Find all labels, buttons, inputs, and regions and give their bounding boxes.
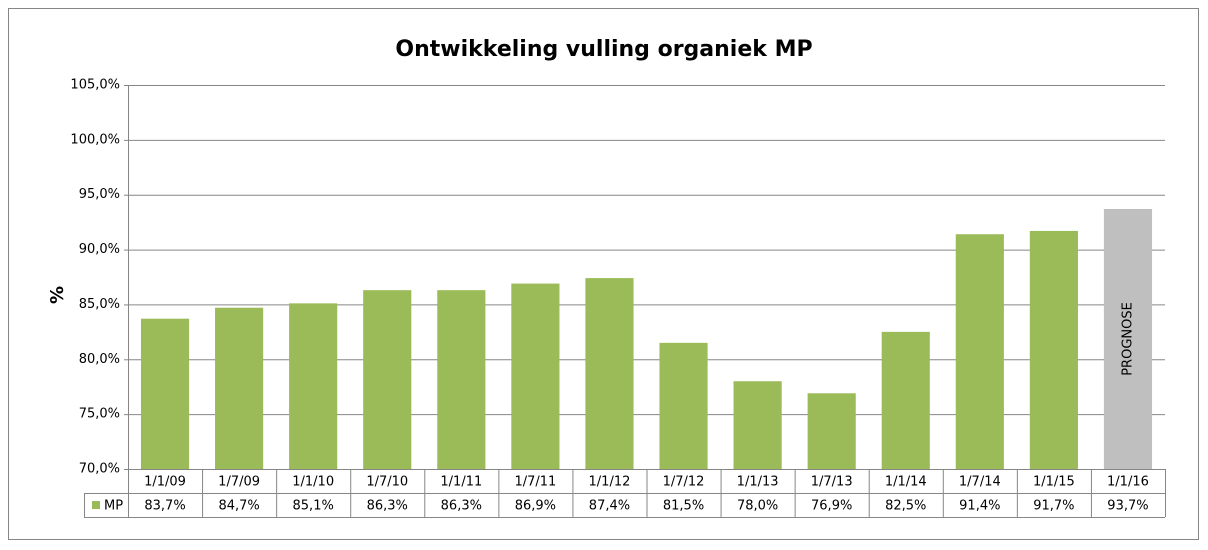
- x-tick-label: 1/7/13: [811, 475, 853, 490]
- bar: [511, 283, 560, 469]
- y-tick-label: 85,0%: [79, 297, 120, 312]
- y-axis-label: %: [47, 286, 68, 304]
- x-tick-label: 1/1/11: [440, 475, 482, 490]
- x-tick-label: 1/7/14: [959, 475, 1001, 490]
- bar: [1103, 208, 1153, 469]
- data-label: 85,1%: [293, 499, 334, 514]
- data-label: 87,4%: [589, 499, 630, 514]
- x-tick-label: 1/7/11: [514, 475, 556, 490]
- bar: [659, 342, 708, 469]
- bar: [289, 303, 338, 469]
- data-label: 82,5%: [885, 499, 926, 514]
- data-label: 86,3%: [441, 499, 482, 514]
- legend-key: [92, 501, 100, 509]
- x-tick-label: 1/1/10: [292, 475, 334, 490]
- x-tick-label: 1/1/12: [589, 475, 631, 490]
- data-label: 93,7%: [1107, 499, 1148, 514]
- data-label: 83,7%: [144, 499, 185, 514]
- y-tick-label: 70,0%: [79, 462, 120, 477]
- bar: [733, 381, 782, 469]
- y-tick-label: 90,0%: [79, 242, 120, 257]
- bar: [881, 331, 930, 469]
- y-tick-label: 95,0%: [79, 187, 120, 202]
- x-tick-label: 1/1/09: [144, 475, 186, 490]
- annotation: PROGNOSE: [1120, 302, 1135, 376]
- x-tick-label: 1/1/14: [885, 475, 927, 490]
- bar: [585, 278, 634, 469]
- bar: [807, 393, 856, 469]
- x-tick-label: 1/7/12: [663, 475, 705, 490]
- bar: [215, 307, 264, 469]
- data-label: 84,7%: [218, 499, 259, 514]
- data-label: 86,3%: [367, 499, 408, 514]
- y-tick-label: 105,0%: [70, 78, 120, 93]
- data-label: 91,4%: [959, 499, 1000, 514]
- x-tick-label: 1/7/10: [366, 475, 408, 490]
- y-tick-label: 80,0%: [79, 352, 120, 367]
- x-tick-label: 1/1/15: [1033, 475, 1075, 490]
- x-tick-label: 1/1/13: [737, 475, 779, 490]
- legend-label: MP: [104, 499, 123, 514]
- bar: [140, 318, 190, 469]
- bar: [437, 290, 486, 469]
- data-label: 81,5%: [663, 499, 704, 514]
- bar: [363, 290, 412, 469]
- x-tick-label: 1/7/09: [218, 475, 260, 490]
- data-label: 91,7%: [1033, 499, 1074, 514]
- data-label: 78,0%: [737, 499, 778, 514]
- data-label: 86,9%: [515, 499, 556, 514]
- bar: [955, 234, 1004, 469]
- x-tick-label: 1/1/16: [1107, 475, 1149, 490]
- y-tick-label: 100,0%: [70, 132, 120, 147]
- chart-title: Ontwikkeling vulling organiek MP: [395, 37, 812, 62]
- y-tick-label: 75,0%: [79, 407, 120, 422]
- data-label: 76,9%: [811, 499, 852, 514]
- bar: [1029, 230, 1078, 469]
